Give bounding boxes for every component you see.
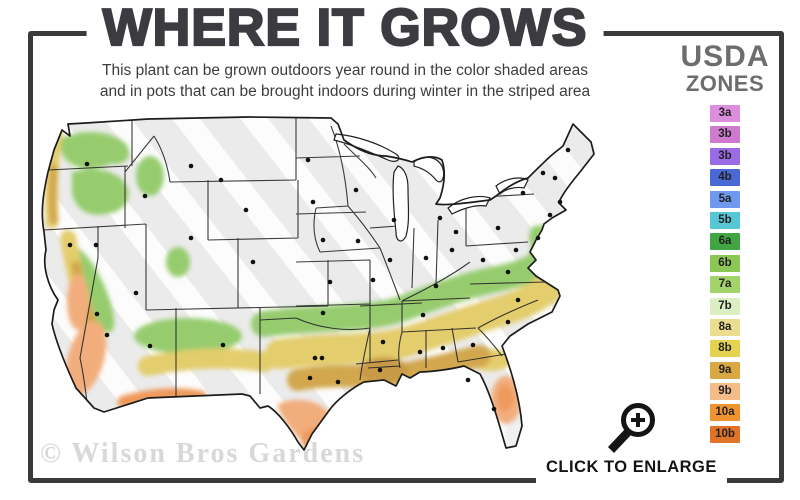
- city-dots: [67, 147, 571, 412]
- zone-chip-3b: 3b: [710, 147, 740, 165]
- legend-title-zones: ZONES: [685, 71, 765, 96]
- zone-chip-6a: 6a: [710, 233, 740, 251]
- subtitle-line-1: This plant can be grown outdoors year ro…: [102, 62, 588, 79]
- magnifier-zoom-icon[interactable]: [598, 398, 660, 460]
- usda-zone-map[interactable]: [28, 110, 660, 468]
- zone-chip-10b: 10b: [710, 425, 740, 443]
- zone-chip-9b: 9b: [710, 383, 740, 401]
- zone-chip-7b: 7b: [710, 297, 740, 315]
- zone-chip-4b: 4b: [710, 169, 740, 187]
- legend-title-usda: USDA: [680, 40, 770, 73]
- zone-chip-10a: 10a: [710, 404, 740, 422]
- zone-chip-9a: 9a: [710, 361, 740, 379]
- zone-chip-8a: 8a: [710, 318, 740, 336]
- zone-chip-3b: 3b: [710, 126, 740, 144]
- zone-chip-7a: 7a: [710, 276, 740, 294]
- subtitle: This plant can be grown outdoors year ro…: [100, 60, 590, 102]
- zone-chip-8b: 8b: [710, 340, 740, 358]
- usda-zones-legend: USDA ZONES 3a 3b 3b 4b 5a 5b 6a 6b 7a 7b 8a 8b 9a 9b 1…: [664, 42, 786, 447]
- zone-chip-5a: 5a: [710, 190, 740, 208]
- subtitle-line-2: and in pots that can be brought indoors …: [99, 83, 591, 100]
- click-to-enlarge-button[interactable]: CLICK TO ENLARGE: [536, 456, 727, 497]
- legend-title: USDA ZONES: [664, 42, 786, 96]
- zone-chip-3a: 3a: [710, 105, 740, 122]
- zone-chip-5b: 5b: [710, 211, 740, 229]
- zone-chip-6b: 6b: [710, 254, 740, 272]
- page-title: WHERE IT GROWS: [86, 0, 604, 60]
- zone-chip-list: 3a 3b 3b 4b 5a 5b 6a 6b 7a 7b 8a 8b 9a 9b 10a 10b: [664, 105, 786, 443]
- watermark: © Wilson Bros Gardens: [40, 438, 366, 469]
